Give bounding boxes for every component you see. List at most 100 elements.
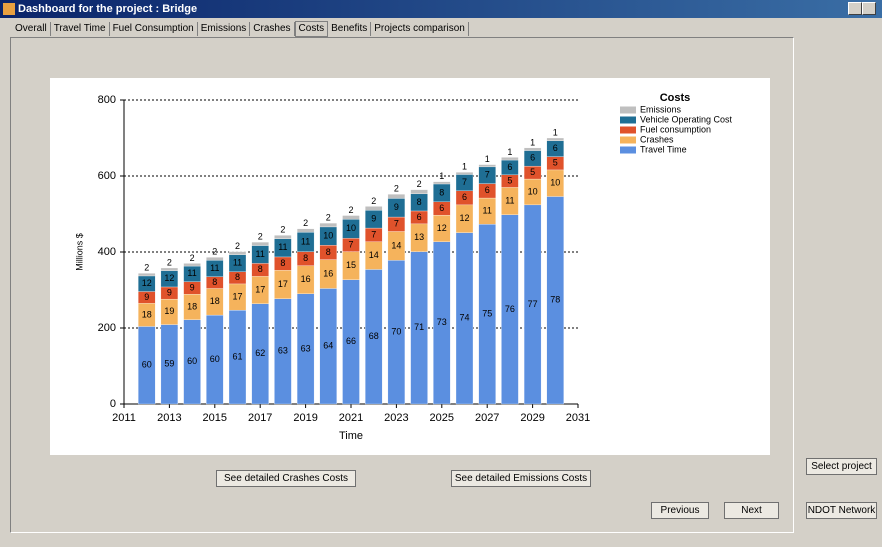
bar-segment: [251, 241, 269, 246]
bar-segment: [183, 263, 201, 267]
data-label: 2: [417, 179, 422, 189]
tab[interactable]: Overall: [12, 22, 51, 36]
legend-swatch: [620, 136, 636, 144]
data-label: 2: [167, 257, 172, 267]
data-label: 1: [485, 154, 490, 164]
data-label: 74: [459, 313, 469, 323]
data-label: 64: [323, 341, 333, 351]
data-label: 12: [164, 273, 174, 283]
legend-label: Crashes: [640, 134, 674, 144]
data-label: 5: [507, 176, 512, 186]
data-label: 5: [553, 158, 558, 168]
data-label: 8: [258, 264, 263, 274]
bar-segment: [455, 172, 474, 175]
tab-strip: Overall Travel Time Fuel Consumption Emissi…: [12, 21, 469, 37]
data-label: 15: [346, 260, 356, 270]
data-label: 1: [553, 127, 558, 137]
data-label: 9: [144, 292, 149, 302]
x-tick-label: 2031: [566, 412, 590, 424]
data-label: 7: [371, 229, 376, 239]
data-label: 6: [507, 162, 512, 172]
previous-button[interactable]: Previous: [651, 502, 709, 519]
data-label: 75: [482, 309, 492, 319]
data-label: 1: [462, 162, 467, 172]
bar-segment: [501, 157, 519, 161]
tab[interactable]: Benefits: [328, 22, 372, 36]
data-label: 66: [346, 336, 356, 346]
x-tick-label: 2021: [339, 412, 363, 424]
legend-swatch: [620, 146, 636, 154]
legend-label: Travel Time: [640, 144, 687, 154]
data-label: 11: [301, 236, 310, 246]
y-tick-label: 800: [98, 94, 116, 106]
data-label: 8: [235, 272, 240, 282]
maximize-button[interactable]: [862, 2, 876, 15]
bar-segment: [387, 194, 406, 199]
legend-label: Vehicle Operating Cost: [640, 114, 733, 124]
emissions-costs-button[interactable]: See detailed Emissions Costs: [451, 470, 591, 487]
window-title: Dashboard for the project : Bridge: [18, 3, 198, 15]
data-label: 1: [530, 137, 535, 147]
data-label: 9: [371, 214, 376, 224]
data-label: 8: [212, 277, 217, 287]
data-label: 68: [369, 331, 379, 341]
data-label: 16: [323, 268, 333, 278]
data-label: 11: [256, 249, 265, 259]
data-label: 78: [550, 295, 560, 305]
data-label: 12: [459, 213, 469, 223]
minimize-button[interactable]: [848, 2, 862, 15]
legend-label: Emissions: [640, 104, 682, 114]
data-label: 9: [190, 282, 195, 292]
x-tick-label: 2013: [157, 412, 181, 424]
data-label: 2: [235, 241, 240, 251]
data-label: 18: [142, 309, 152, 319]
bar-segment: [228, 251, 247, 255]
tab[interactable]: Projects comparison: [371, 22, 469, 36]
bar-segment: [365, 206, 383, 211]
next-button[interactable]: Next: [724, 502, 779, 519]
legend-label: Fuel consumption: [640, 124, 711, 134]
data-label: 60: [210, 354, 220, 364]
data-label: 2: [280, 225, 285, 235]
bar-segment: [523, 147, 542, 151]
data-label: 18: [187, 301, 197, 311]
bar-segment: [296, 228, 315, 233]
content-panel: [10, 37, 794, 533]
select-project-button[interactable]: Select project: [806, 458, 877, 475]
data-label: 2: [303, 218, 308, 228]
network-button[interactable]: NDOT Network: [806, 502, 877, 519]
tab[interactable]: Travel Time: [51, 22, 110, 36]
data-label: 10: [323, 230, 333, 240]
tab[interactable]: Crashes: [250, 22, 295, 36]
x-axis-label: Time: [339, 430, 363, 442]
data-label: 73: [437, 317, 447, 327]
x-tick-label: 2023: [384, 412, 408, 424]
data-label: 6: [439, 203, 444, 213]
y-tick-label: 400: [98, 246, 116, 258]
data-label: 70: [391, 327, 401, 337]
data-label: 12: [142, 278, 152, 288]
data-label: 14: [369, 250, 379, 260]
tab[interactable]: Emissions: [198, 22, 251, 36]
bar-segment: [433, 181, 451, 185]
data-label: 14: [391, 240, 401, 250]
data-label: 9: [167, 287, 172, 297]
data-label: 2: [394, 184, 399, 194]
data-label: 11: [505, 195, 514, 205]
data-label: 63: [301, 343, 311, 353]
bar-segment: [410, 189, 428, 195]
x-tick-label: 2017: [248, 412, 272, 424]
y-tick-label: 200: [98, 322, 116, 334]
data-label: 13: [414, 232, 424, 242]
tab[interactable]: Fuel Consumption: [110, 22, 198, 36]
data-label: 60: [142, 360, 152, 370]
chart: 0 200 400 600 800 2011 2013 2015 2017 2019 2021 202…: [50, 78, 770, 455]
tab[interactable]: Costs: [294, 21, 329, 37]
data-label: 6: [417, 212, 422, 222]
data-label: 10: [528, 186, 538, 196]
data-label: 5: [530, 167, 535, 177]
data-label: 62: [255, 348, 265, 358]
data-label: 8: [439, 187, 444, 197]
crashes-costs-button[interactable]: See detailed Crashes Costs: [216, 470, 356, 487]
